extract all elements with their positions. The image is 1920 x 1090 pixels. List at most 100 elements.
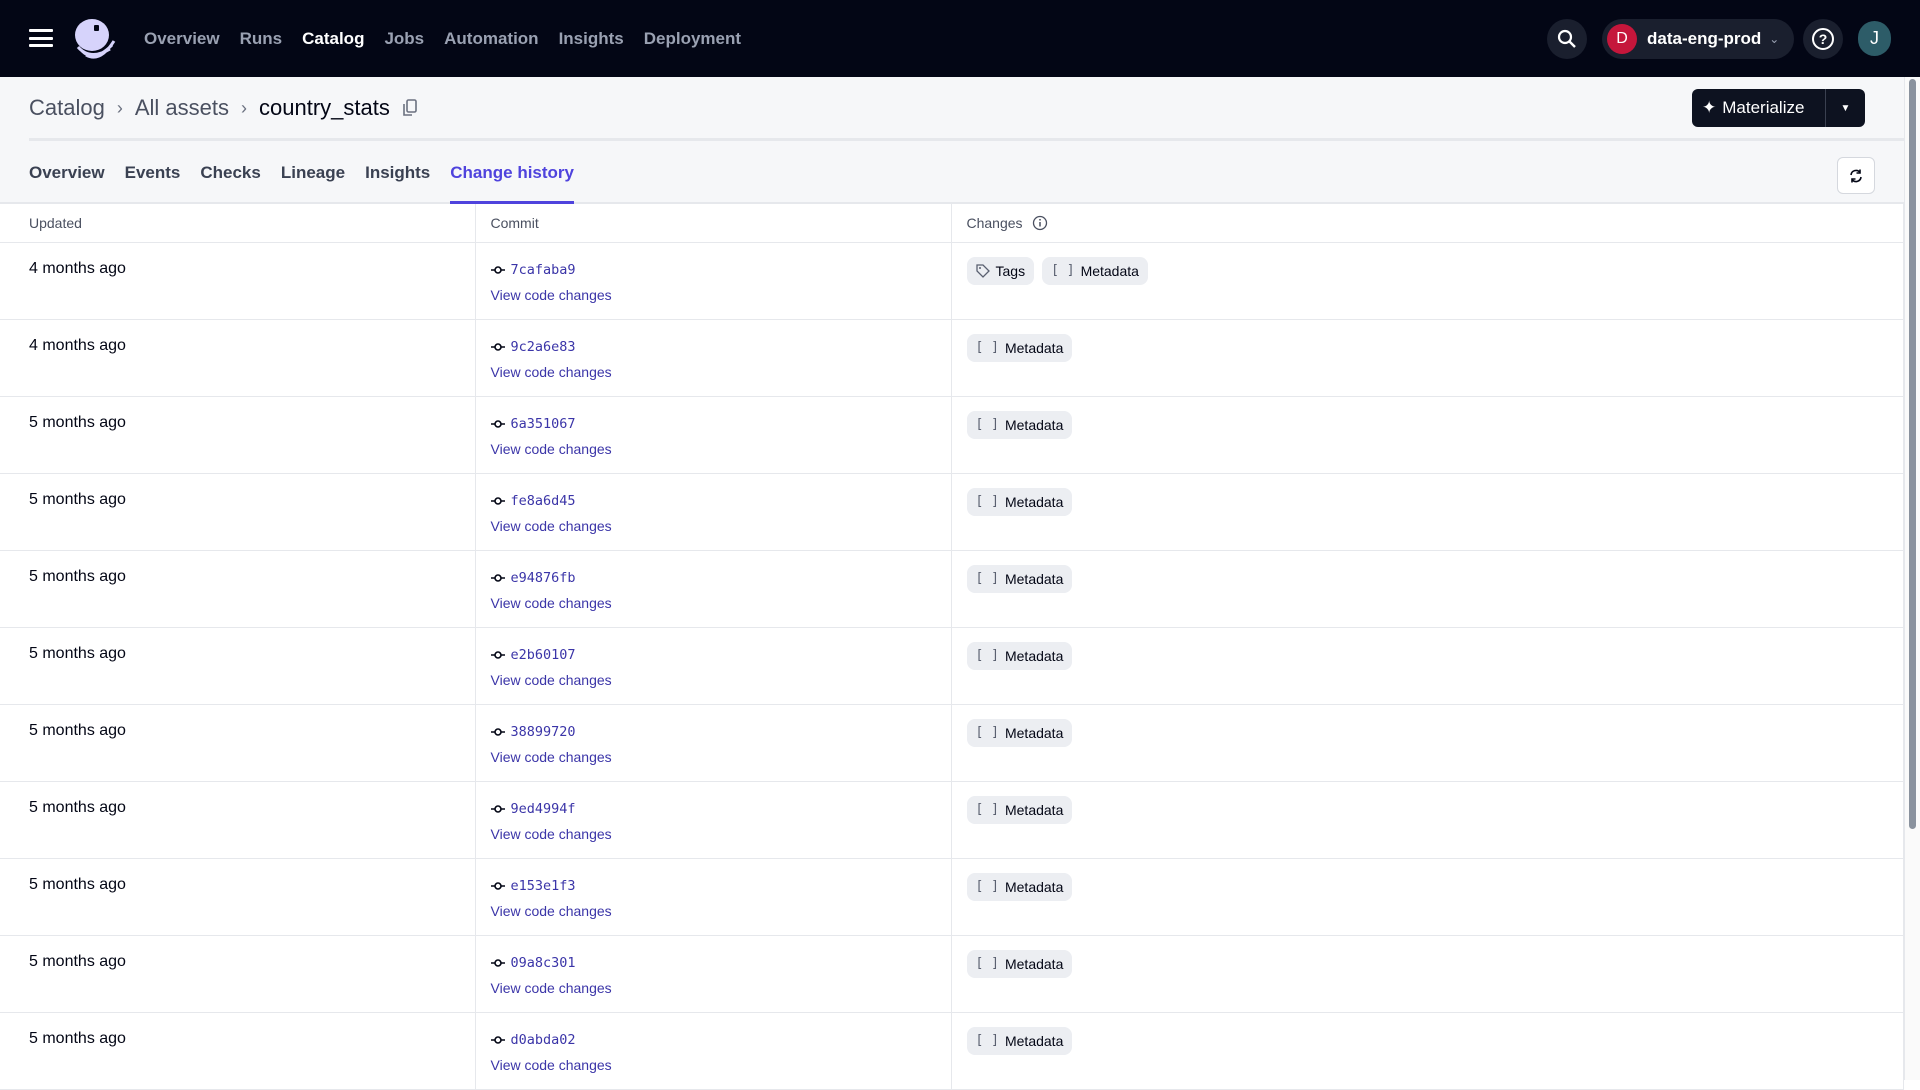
commit-link[interactable]: 09a8c301: [490, 955, 951, 971]
table-row: 5 months ago 6a351067 View code changes […: [0, 396, 1904, 474]
nav-item-automation[interactable]: Automation: [444, 28, 539, 48]
change-badge-metadata[interactable]: [ ] Metadata: [966, 718, 1073, 747]
change-label: Metadata: [1004, 724, 1064, 741]
svg-text:?: ?: [1819, 31, 1828, 47]
workspace-avatar: D: [1607, 24, 1637, 54]
user-avatar[interactable]: J: [1858, 21, 1891, 56]
nav-item-insights[interactable]: Insights: [558, 28, 624, 48]
view-code-changes-link[interactable]: View code changes: [490, 363, 612, 380]
changes-cell: [ ] Metadata: [951, 550, 1904, 628]
changes-cell: [ ] Metadata: [951, 627, 1904, 705]
tab-overview[interactable]: Overview: [29, 163, 105, 182]
help-button[interactable]: ?: [1803, 19, 1843, 59]
nav-item-runs[interactable]: Runs: [239, 28, 283, 48]
commit-link[interactable]: d0abda02: [490, 1031, 951, 1048]
commit-link[interactable]: 6a351067: [490, 416, 951, 432]
commit-icon: [490, 804, 505, 813]
view-code-changes-link[interactable]: View code changes: [490, 671, 612, 688]
tab-insights[interactable]: Insights: [365, 163, 431, 182]
commit-link[interactable]: e94876fb: [490, 569, 951, 586]
materialize-button[interactable]: ✦ Materialize ▼: [1692, 89, 1865, 127]
commit-link[interactable]: 7cafaba9: [490, 261, 951, 278]
commit-link[interactable]: e153e1f3: [490, 877, 951, 894]
change-badge-metadata[interactable]: [ ] Metadata: [966, 872, 1073, 901]
commit-cell: d0abda02 View code changes: [475, 1012, 952, 1090]
commit-cell: 09a8c301 View code changes: [475, 935, 952, 1013]
commit-hash: d0abda02: [510, 1031, 576, 1048]
commit-cell: e2b60107 View code changes: [475, 627, 952, 705]
change-badge-metadata[interactable]: [ ] Metadata: [1042, 256, 1148, 285]
tab-change-history[interactable]: Change history: [450, 159, 574, 204]
breadcrumb-all-assets[interactable]: All assets: [134, 95, 229, 120]
commit-link[interactable]: 38899720: [490, 724, 951, 740]
tab-checks[interactable]: Checks: [200, 163, 261, 182]
updated-cell: 5 months ago: [0, 858, 476, 936]
tab-lineage[interactable]: Lineage: [280, 163, 346, 182]
info-icon[interactable]: [1032, 215, 1048, 231]
change-badge-metadata[interactable]: [ ] Metadata: [966, 949, 1073, 978]
updated-time: 5 months ago: [29, 413, 126, 431]
copy-icon[interactable]: [402, 99, 418, 117]
commit-hash: e94876fb: [510, 569, 576, 586]
scrollbar[interactable]: [1904, 77, 1920, 1080]
table-row: 4 months ago 9c2a6e83 View code changes […: [0, 319, 1904, 397]
scrollbar-thumb[interactable]: [1909, 79, 1916, 829]
commit-icon: [490, 881, 505, 890]
change-badge-metadata[interactable]: [ ] Metadata: [966, 641, 1073, 670]
change-badge-tags[interactable]: Tags: [966, 256, 1035, 285]
change-badge-metadata[interactable]: [ ] Metadata: [966, 1026, 1073, 1055]
commit-link[interactable]: fe8a6d45: [490, 492, 951, 509]
materialize-dropdown-button[interactable]: ▼: [1840, 102, 1851, 114]
updated-time: 5 months ago: [29, 798, 126, 816]
view-code-changes-link[interactable]: View code changes: [490, 594, 612, 611]
table-row: 5 months ago 38899720 View code changes […: [0, 704, 1904, 782]
change-label: Metadata: [1004, 1032, 1064, 1049]
commit-icon: [490, 727, 505, 736]
nav-item-deployment[interactable]: Deployment: [643, 28, 742, 48]
dagster-logo[interactable]: [72, 17, 116, 61]
commit-hash: e153e1f3: [510, 877, 576, 894]
commit-hash: e2b60107: [510, 646, 576, 663]
view-code-changes-link[interactable]: View code changes: [490, 286, 612, 303]
table-row: 5 months ago e2b60107 View code changes […: [0, 627, 1904, 705]
view-code-changes-link[interactable]: View code changes: [490, 1056, 612, 1073]
view-code-changes-link[interactable]: View code changes: [490, 979, 612, 996]
search-button[interactable]: [1547, 19, 1587, 59]
change-badge-metadata[interactable]: [ ] Metadata: [966, 410, 1073, 439]
nav-item-catalog[interactable]: Catalog: [302, 28, 365, 48]
change-badge-metadata[interactable]: [ ] Metadata: [966, 333, 1073, 362]
menu-icon[interactable]: [29, 29, 53, 47]
change-badge-metadata[interactable]: [ ] Metadata: [966, 487, 1073, 516]
table-row: 5 months ago e153e1f3 View code changes […: [0, 858, 1904, 936]
change-label: Metadata: [1004, 416, 1064, 433]
refresh-button[interactable]: [1837, 157, 1875, 194]
nav-item-overview[interactable]: Overview: [144, 28, 220, 48]
view-code-changes-link[interactable]: View code changes: [490, 902, 612, 919]
commit-icon: [490, 573, 505, 582]
commit-link[interactable]: 9c2a6e83: [490, 339, 951, 355]
commit-link[interactable]: e2b60107: [490, 646, 951, 663]
change-badge-metadata[interactable]: [ ] Metadata: [966, 795, 1073, 824]
brackets-icon: [ ]: [975, 648, 999, 663]
view-code-changes-link[interactable]: View code changes: [490, 748, 612, 765]
top-nav: Overview Runs Catalog Jobs Automation Insight…: [0, 0, 1920, 77]
view-code-changes-link[interactable]: View code changes: [490, 517, 612, 534]
commit-hash: 7cafaba9: [510, 261, 576, 278]
column-header-commit: Commit: [475, 204, 952, 243]
view-code-changes-link[interactable]: View code changes: [490, 825, 612, 842]
change-label: Tags: [995, 262, 1026, 279]
commit-cell: e153e1f3 View code changes: [475, 858, 952, 936]
breadcrumb-catalog[interactable]: Catalog: [29, 95, 105, 120]
view-code-changes-link[interactable]: View code changes: [490, 440, 612, 457]
updated-time: 4 months ago: [29, 336, 126, 354]
change-badge-metadata[interactable]: [ ] Metadata: [966, 564, 1073, 593]
change-label: Metadata: [1004, 647, 1064, 664]
workspace-switcher[interactable]: D data-eng-prod ⌄: [1602, 19, 1794, 59]
nav-item-jobs[interactable]: Jobs: [384, 28, 425, 48]
commit-hash: fe8a6d45: [510, 492, 576, 509]
brackets-icon: [ ]: [975, 725, 999, 740]
change-label: Metadata: [1004, 955, 1064, 972]
table-row: 5 months ago d0abda02 View code changes […: [0, 1012, 1904, 1090]
tab-events[interactable]: Events: [124, 163, 181, 182]
commit-link[interactable]: 9ed4994f: [490, 801, 951, 817]
